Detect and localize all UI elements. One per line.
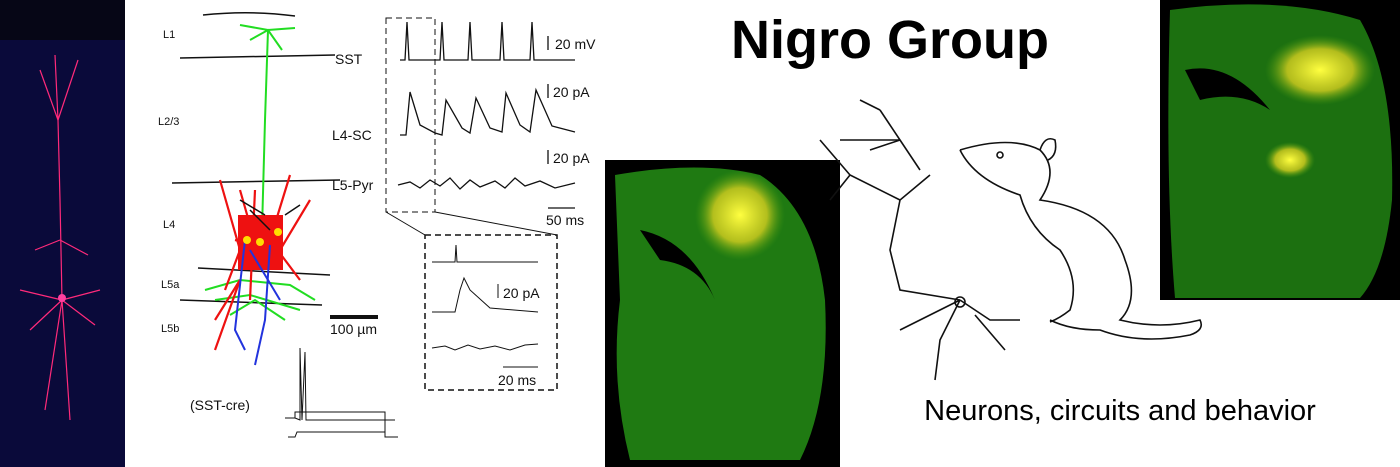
- layer-label: L5a: [161, 279, 180, 291]
- axon-green: [204, 24, 316, 321]
- scale-label: 20 ms: [498, 372, 536, 388]
- confocal-top: [0, 0, 125, 40]
- scale-label: 20 pA: [503, 285, 540, 301]
- fluorescence: [695, 170, 785, 260]
- traces: [397, 21, 576, 209]
- trace-label: L4-SC: [332, 127, 372, 143]
- fluorescence: [1265, 142, 1315, 178]
- fluorescence: [1265, 35, 1375, 105]
- soma: [243, 236, 251, 244]
- scale-label: 20 pA: [553, 150, 590, 166]
- confocal-image: [0, 0, 125, 467]
- mouse-neuron-drawing: [819, 99, 1203, 381]
- layer-label: L4: [163, 219, 175, 231]
- dendrites-black: [239, 199, 301, 231]
- pyramidal-neuron: [19, 54, 101, 421]
- soma: [58, 294, 66, 302]
- dendrites-blue: [233, 239, 281, 366]
- scale-label: 100 µm: [330, 321, 377, 337]
- soma: [256, 238, 264, 246]
- inset-traces: [431, 244, 539, 368]
- inset-box: [424, 234, 558, 391]
- layer-label: L2/3: [158, 116, 179, 128]
- trace-label: SST: [335, 51, 363, 67]
- layer-label: L1: [163, 29, 175, 41]
- layer-label: L5b: [161, 323, 179, 335]
- firing-trace: [285, 347, 398, 438]
- zoom-lines: [385, 211, 558, 236]
- ventricle: [1185, 68, 1270, 110]
- page-title: Nigro Group: [731, 10, 1049, 70]
- ventricle: [640, 230, 715, 300]
- scale-label: 20 mV: [555, 36, 596, 52]
- dashed-box: [385, 17, 436, 213]
- genotype-label: (SST-cre): [190, 397, 250, 413]
- scale-label: 20 pA: [553, 84, 590, 100]
- scale-label: 50 ms: [546, 212, 584, 228]
- soma: [274, 228, 282, 236]
- trace-label: L5-Pyr: [332, 177, 374, 193]
- page-subtitle: Neurons, circuits and behavior: [924, 395, 1316, 427]
